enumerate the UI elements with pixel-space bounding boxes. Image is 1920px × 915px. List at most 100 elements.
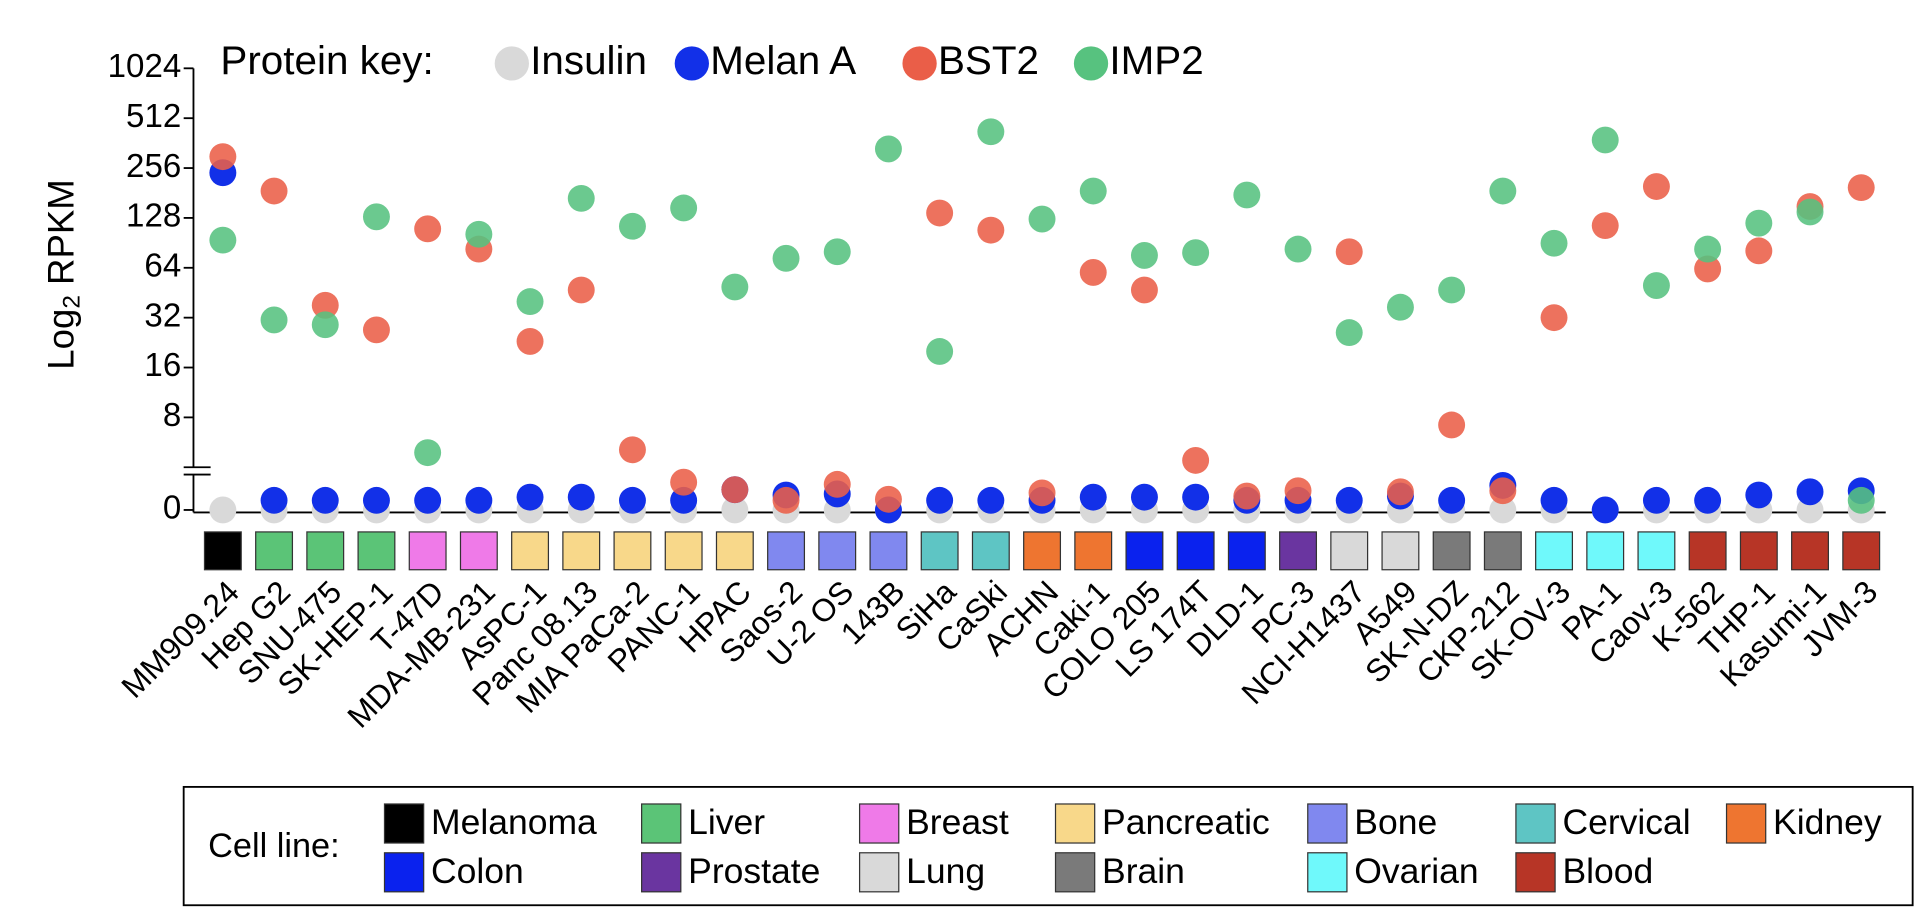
data-dot — [1489, 177, 1517, 205]
data-dot — [670, 194, 698, 222]
data-dot — [874, 485, 902, 513]
cell-line-key-label: Pancreatic — [1102, 802, 1270, 842]
data-dot — [1591, 212, 1619, 240]
cell-line-square — [255, 531, 294, 571]
cell-line-key-swatch — [1307, 852, 1348, 893]
data-dot — [311, 486, 339, 514]
data-dot — [209, 226, 237, 254]
cell-line-key-label: Kidney — [1773, 802, 1882, 842]
data-dot — [977, 486, 1005, 514]
y-tick-label: 0 — [163, 489, 181, 526]
cell-line-square — [1483, 531, 1522, 571]
cell-line-key-label: Melanoma — [431, 802, 597, 842]
data-dot — [1386, 478, 1414, 506]
data-dot — [670, 468, 698, 496]
data-dot — [1489, 477, 1517, 505]
cell-line-key-swatch — [1054, 803, 1096, 844]
data-dot — [260, 306, 288, 334]
data-dot — [465, 220, 493, 248]
data-dot — [1489, 496, 1517, 524]
cell-line-key-label: Prostate — [688, 851, 820, 891]
legend-swatch — [494, 46, 529, 81]
data-dot — [1642, 173, 1670, 200]
data-dot — [926, 338, 954, 365]
data-dot — [1745, 209, 1773, 237]
cell-line-square — [1739, 531, 1778, 571]
cell-line-square — [613, 531, 652, 571]
y-tick-label: 64 — [144, 247, 181, 284]
data-dot — [362, 316, 390, 344]
cell-line-key-box — [182, 785, 1914, 907]
data-dot — [1079, 177, 1107, 205]
data-dot — [1694, 255, 1722, 283]
y-tick-label: 512 — [126, 97, 181, 134]
cell-line-key-swatch — [858, 803, 900, 844]
cell-line-key-label: Blood — [1562, 851, 1653, 891]
cell-line-square — [1176, 531, 1215, 571]
data-dot — [1335, 486, 1363, 514]
cell-line-key-label: Lung — [906, 851, 985, 891]
cell-line-square — [767, 531, 806, 571]
data-dot — [516, 288, 544, 316]
data-dot — [1028, 205, 1056, 233]
data-dot — [977, 118, 1005, 146]
cell-line-key-swatch — [1515, 852, 1556, 893]
data-dot — [567, 276, 595, 304]
cell-line-square — [1535, 531, 1574, 571]
cell-line-square — [1023, 531, 1062, 571]
legend-label: BST2 — [938, 37, 1039, 83]
cell-line-key-swatch — [858, 852, 900, 893]
data-dot — [1335, 238, 1363, 266]
cell-line-key-swatch — [1725, 803, 1767, 844]
data-dot — [311, 291, 339, 319]
data-dot — [414, 486, 442, 514]
y-tick-label: 8 — [163, 396, 181, 433]
data-dot — [1182, 446, 1210, 474]
cell-line-key-swatch — [383, 803, 425, 844]
data-dot — [1284, 477, 1312, 505]
data-dot — [721, 476, 749, 504]
y-tick-label: 256 — [126, 147, 181, 184]
data-dot — [1745, 237, 1773, 265]
data-dot — [1335, 319, 1363, 347]
data-dot — [977, 216, 1005, 244]
data-dot — [721, 273, 749, 301]
cell-line-square — [1842, 531, 1881, 571]
data-dot — [1182, 483, 1210, 511]
cell-line-key-label: Liver — [688, 802, 765, 842]
cell-line-key-swatch — [1307, 803, 1348, 844]
data-dot — [209, 496, 237, 524]
data-dot — [1796, 478, 1824, 506]
cell-line-square — [1279, 531, 1318, 571]
cell-line-square — [1637, 531, 1676, 571]
cell-line-square — [1381, 531, 1420, 571]
data-dot — [1028, 479, 1056, 507]
legend-swatch — [674, 46, 709, 81]
y-axis-label: Log2 RPKM — [40, 179, 86, 370]
cell-line-square — [1586, 531, 1625, 571]
legend-swatch — [1073, 46, 1109, 81]
data-dot — [1745, 481, 1773, 509]
cell-line-square — [1125, 531, 1164, 571]
cell-line-key-label: Breast — [906, 802, 1009, 842]
cell-line-key-label: Ovarian — [1354, 851, 1478, 891]
data-dot — [465, 486, 493, 514]
data-dot — [618, 436, 646, 464]
data-dot — [1694, 486, 1722, 514]
cell-line-key-label: Colon — [431, 851, 524, 891]
y-tick-label: 16 — [144, 346, 181, 383]
data-dot — [721, 496, 749, 524]
data-dot — [1847, 486, 1875, 514]
data-dot — [260, 486, 288, 514]
cell-line-square — [664, 531, 703, 571]
cell-line-square — [306, 531, 345, 571]
legend-label: Insulin — [530, 37, 647, 83]
y-label-part: RPKM — [40, 179, 81, 285]
cell-line-key-label: Bone — [1354, 802, 1437, 842]
cell-line-square — [408, 531, 447, 571]
data-dot — [1438, 411, 1466, 439]
data-dot — [1079, 259, 1107, 286]
data-dot — [1642, 486, 1670, 514]
